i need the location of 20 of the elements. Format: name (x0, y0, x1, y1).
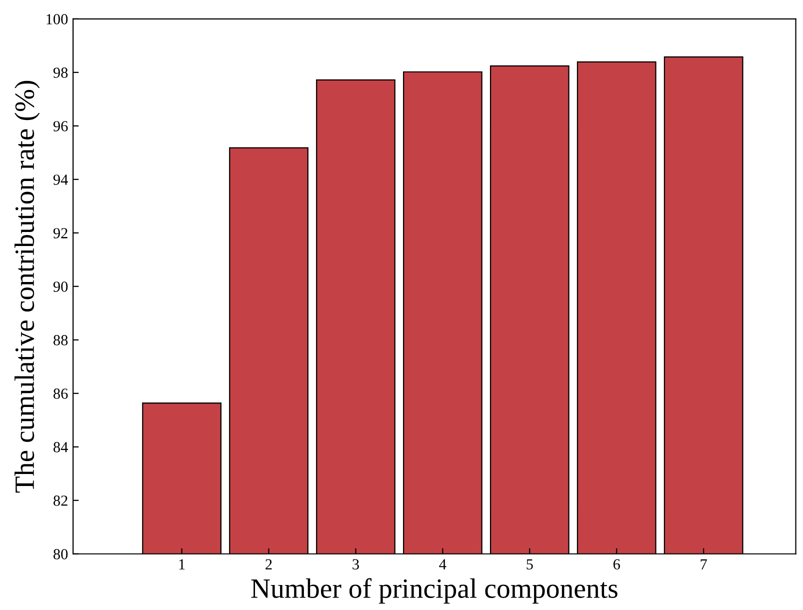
y-tick-label: 96 (53, 121, 68, 132)
y-tick-label: 100 (46, 14, 68, 24)
y-tick-label: 82 (54, 496, 68, 506)
x-tick-label: 7 (700, 559, 707, 570)
y-axis-title: The cumulative contribution rate (%) (14, 80, 40, 493)
y-tick-label: 80 (54, 549, 68, 560)
x-tick-label: 6 (613, 559, 620, 570)
y-tick-label: 88 (54, 335, 68, 346)
y-tick-label: 94 (53, 174, 68, 185)
x-tick-label: 4 (439, 559, 446, 570)
y-tick-label: 92 (53, 228, 68, 238)
x-tick-label: 5 (526, 559, 533, 570)
y-tick-label: 86 (54, 388, 68, 399)
y-tick-label: 98 (53, 68, 68, 78)
y-tick-label: 90 (53, 282, 68, 292)
x-tick-label: 3 (352, 559, 359, 570)
y-tick-label: 84 (54, 442, 68, 452)
x-axis-title: Number of principal components (251, 578, 618, 604)
x-tick-label: 1 (179, 559, 185, 570)
x-tick-label: 2 (266, 559, 272, 570)
